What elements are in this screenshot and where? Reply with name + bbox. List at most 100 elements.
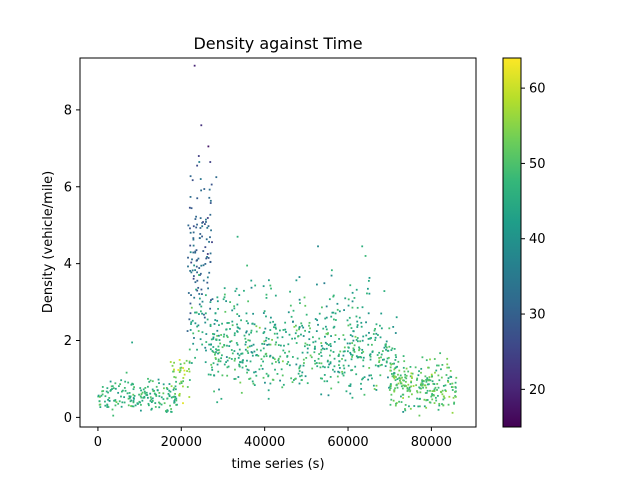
data-point (298, 367, 301, 370)
data-point (225, 300, 228, 303)
data-point (361, 339, 364, 342)
data-point (343, 309, 345, 311)
data-point (164, 410, 167, 412)
data-point (200, 288, 203, 291)
data-point (432, 382, 435, 385)
data-point (275, 341, 278, 344)
data-point (300, 374, 303, 377)
data-point (229, 328, 231, 330)
data-point (172, 396, 174, 398)
data-point (147, 404, 150, 407)
data-point (228, 345, 231, 347)
data-point (346, 319, 349, 322)
data-point (400, 385, 403, 388)
data-point (341, 372, 344, 375)
data-point (255, 374, 258, 377)
data-point (286, 355, 289, 358)
data-point (343, 346, 346, 349)
data-point (168, 389, 171, 392)
data-point (349, 351, 352, 354)
data-point (363, 376, 366, 379)
data-point (101, 393, 104, 396)
data-point (365, 321, 367, 324)
data-point (356, 326, 359, 328)
data-point (448, 395, 451, 398)
data-point (128, 397, 131, 400)
data-point (341, 358, 343, 360)
data-point (284, 321, 287, 324)
data-point (186, 330, 189, 332)
data-point (245, 331, 248, 334)
data-point (292, 309, 295, 312)
data-point (347, 364, 350, 367)
data-point (338, 364, 340, 367)
data-point (393, 368, 396, 371)
data-point (123, 386, 126, 389)
data-point (442, 398, 445, 401)
data-point (425, 379, 428, 381)
data-point (126, 392, 129, 395)
data-point (241, 361, 244, 364)
data-point (151, 388, 154, 391)
data-point (245, 312, 248, 315)
data-point (251, 322, 254, 325)
data-point (201, 312, 203, 315)
data-point (289, 290, 291, 293)
data-point (196, 348, 198, 351)
data-point (194, 250, 197, 253)
data-point (431, 375, 434, 378)
data-point (278, 361, 281, 364)
data-point (381, 350, 384, 352)
data-point (271, 338, 273, 341)
data-point (246, 346, 249, 349)
data-point (423, 398, 426, 401)
data-point (188, 318, 191, 321)
data-point (163, 387, 165, 390)
data-point (390, 398, 393, 401)
data-point (273, 332, 276, 335)
data-point (394, 404, 397, 407)
data-point (188, 370, 191, 373)
data-point (380, 327, 383, 330)
data-point (174, 392, 176, 395)
data-point (104, 404, 107, 407)
data-point (418, 370, 420, 373)
data-point (368, 292, 371, 295)
data-point (198, 297, 201, 300)
data-point (416, 377, 419, 380)
data-point (187, 256, 189, 259)
data-point (212, 351, 215, 353)
data-point (384, 365, 387, 368)
data-point (129, 400, 132, 403)
data-point (416, 379, 418, 381)
data-point (147, 377, 149, 380)
data-point (447, 379, 449, 382)
data-point (190, 294, 192, 297)
data-point (329, 361, 332, 364)
data-point (158, 395, 161, 398)
data-point (168, 395, 171, 398)
data-point (223, 343, 226, 346)
data-point (395, 402, 397, 405)
data-point (351, 342, 354, 344)
data-point (324, 341, 327, 344)
data-point (190, 321, 193, 324)
data-point (385, 360, 388, 363)
data-point (369, 337, 372, 340)
data-point (139, 387, 142, 389)
data-point (389, 387, 392, 390)
data-point (147, 402, 150, 405)
data-point (437, 408, 440, 411)
data-point (446, 357, 449, 360)
data-point (318, 337, 321, 340)
data-point (201, 331, 204, 334)
data-point (210, 343, 212, 346)
data-point (379, 336, 382, 339)
data-point (323, 366, 326, 369)
data-point (269, 382, 272, 385)
data-point (425, 399, 428, 402)
data-point (330, 315, 333, 318)
data-point (168, 383, 171, 385)
data-point (421, 383, 424, 386)
data-point (317, 357, 320, 360)
